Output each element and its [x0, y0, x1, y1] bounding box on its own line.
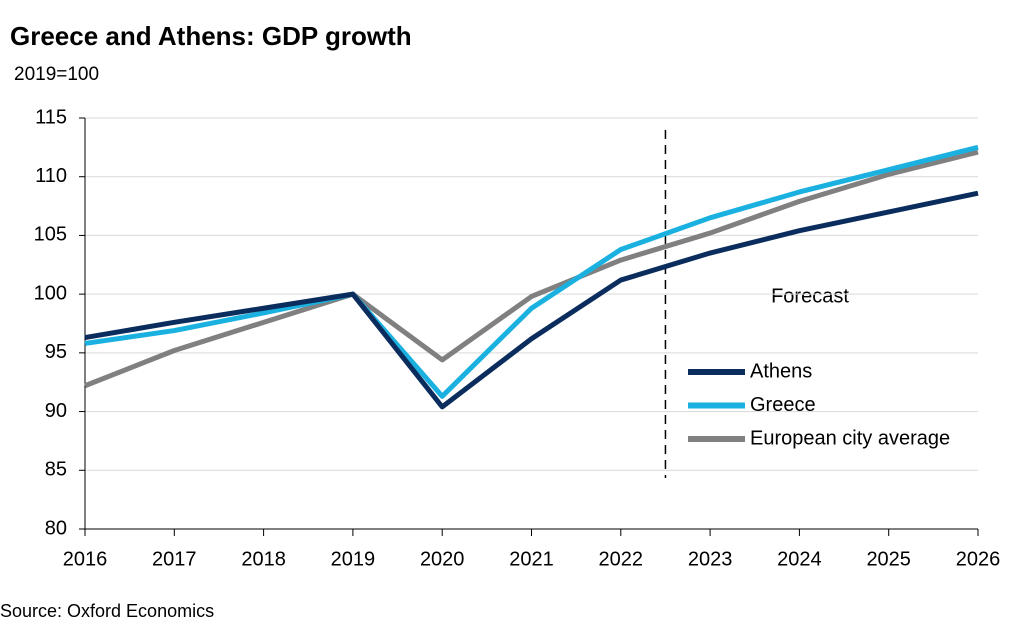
- chart-title: Greece and Athens: GDP growth: [10, 21, 412, 51]
- y-tick-label: 115: [35, 106, 67, 128]
- legend-label: Athens: [750, 360, 812, 382]
- source-note: Source: Oxford Economics: [0, 601, 214, 621]
- y-tick-label: 110: [35, 165, 67, 187]
- y-tick-label: 90: [45, 400, 67, 422]
- x-tick-label: 2026: [956, 548, 1001, 570]
- y-tick-label: 80: [45, 517, 67, 539]
- x-tick-label: 2025: [866, 548, 911, 570]
- forecast-label: Forecast: [771, 285, 849, 307]
- x-tick-label: 2017: [152, 548, 197, 570]
- x-tick-label: 2024: [777, 548, 822, 570]
- y-tick-label: 85: [45, 459, 67, 481]
- x-tick-label: 2022: [599, 548, 644, 570]
- series-line: [84, 190, 979, 410]
- legend-label: European city average: [750, 427, 950, 449]
- y-tick-label: 105: [34, 224, 67, 246]
- x-tick-label: 2018: [241, 548, 286, 570]
- series-line: [84, 144, 979, 399]
- chart-subtitle: 2019=100: [14, 64, 99, 85]
- series-line: [84, 149, 979, 389]
- legend-label: Greece: [750, 394, 816, 416]
- x-tick-label: 2023: [688, 548, 733, 570]
- x-tick-label: 2020: [420, 548, 465, 570]
- y-tick-label: 100: [34, 282, 67, 304]
- x-tick-label: 2019: [331, 548, 376, 570]
- x-tick-label: 2016: [63, 548, 108, 570]
- x-tick-label: 2021: [509, 548, 554, 570]
- y-tick-label: 95: [45, 341, 67, 363]
